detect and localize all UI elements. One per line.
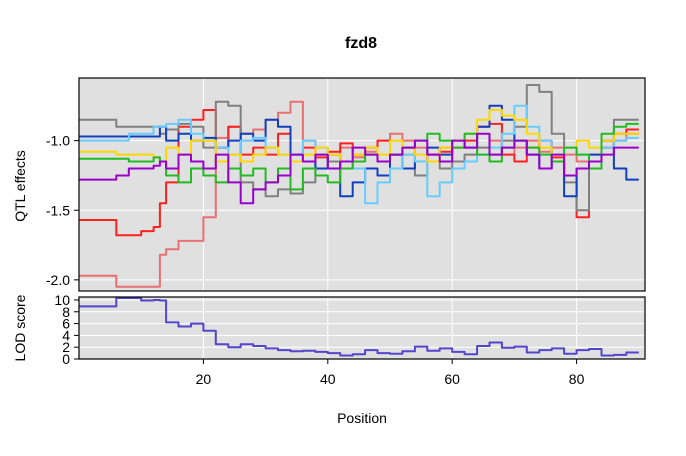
lod-y-tick-label: 10 [54,292,70,308]
effects-series-line-7 [79,122,639,191]
lod-series [79,297,639,357]
x-tick-label: 20 [196,371,212,387]
chart-title: fzd8 [345,35,377,52]
effects-y-tick-label: -1.5 [46,202,70,218]
effects-series [79,84,639,288]
x-axis-label: Position [337,410,387,426]
effects-panel-frame [78,77,646,292]
lod-panel-frame [78,296,646,360]
effects-series-line-8 [79,132,639,205]
effects-y-tick-label: -2.0 [46,272,70,288]
lod-y-tick-label: 4 [62,327,70,343]
x-tick-label: 80 [569,371,585,387]
effects-panel: -2.0 -1.5 -1.0 QTL effects [12,77,646,292]
lod-series-line-1 [79,297,639,357]
lod-y-axis-label: LOD score [12,294,28,361]
lod-y-tick-label: 0 [62,351,70,367]
lod-panel-background [79,297,645,359]
x-tick-label: 40 [320,371,336,387]
x-axis: 20 40 60 80 [196,359,585,387]
lod-y-tick-label: 6 [62,316,70,332]
effects-y-axis: -2.0 -1.5 -1.0 [46,133,79,288]
effects-y-tick-label: -1.0 [46,133,70,149]
lod-y-tick-label: 8 [62,304,70,320]
effects-series-line-5 [79,104,639,205]
effects-y-axis-label: QTL effects [12,150,28,222]
lod-y-tick-label: 2 [62,339,70,355]
effects-series-line-1 [79,100,639,288]
effects-panel-background [79,78,645,291]
x-tick-label: 60 [444,371,460,387]
